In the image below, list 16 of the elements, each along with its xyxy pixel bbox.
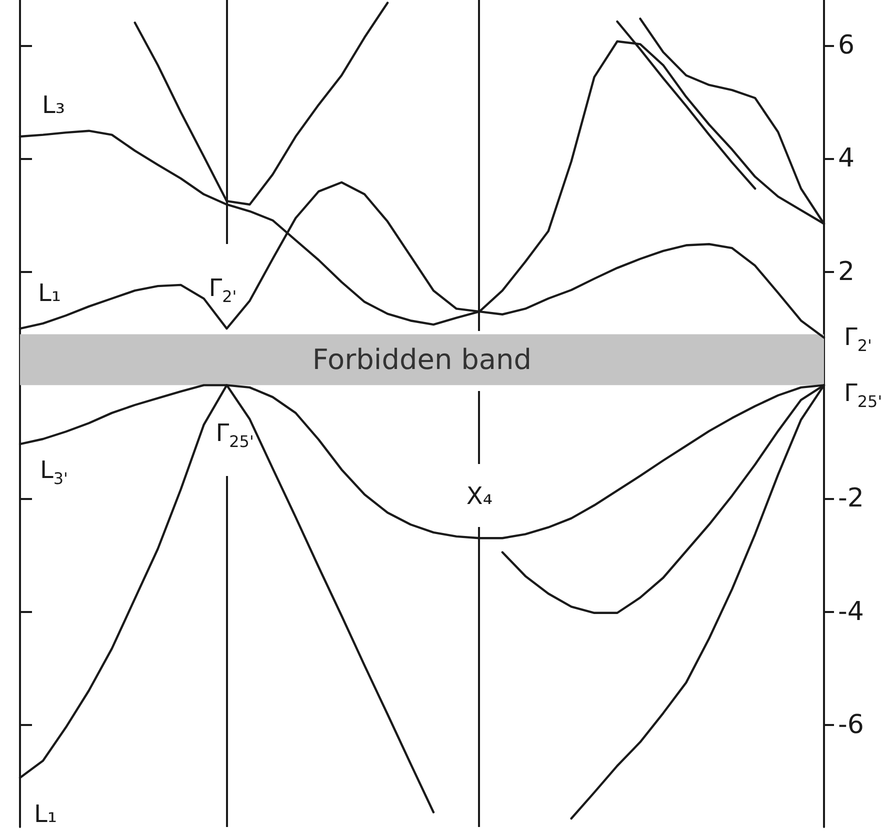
annotation: Γ$_{25'}$ (216, 418, 254, 450)
y-tick-label: -6 (838, 710, 864, 740)
y-tick-label: -4 (838, 596, 864, 627)
annotation: L$_{3'}$ (40, 456, 68, 488)
annotation: Γ$_{2'}$ (208, 274, 237, 306)
y-tick-label: 2 (838, 256, 855, 287)
text: Γ$_{2'}$ (844, 323, 872, 355)
y-tick-label: 6 (838, 30, 855, 60)
annotation: L₁ (34, 800, 57, 828)
annotation: X₄ (466, 482, 492, 510)
annotation: L₁ (38, 278, 61, 307)
y-tick-label: 4 (838, 144, 855, 174)
y-tick-label: -2 (838, 483, 864, 514)
annotation: L₃ (42, 90, 65, 118)
band-label: Forbidden band (312, 343, 532, 376)
text: Γ$_{25'}$ (844, 378, 882, 410)
